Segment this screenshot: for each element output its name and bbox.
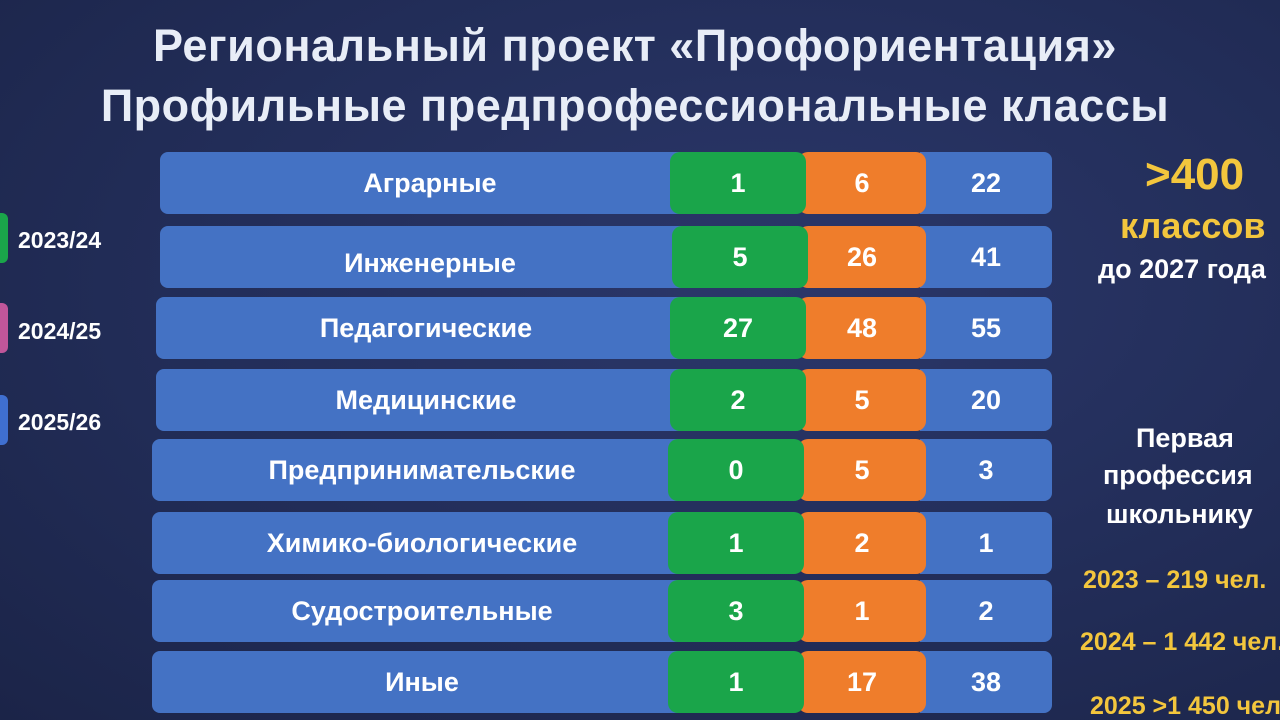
row-value-2023: 27: [670, 297, 806, 359]
table-row-medical: Медицинские 20 5 2: [156, 369, 1052, 431]
row-value-2024: 26: [798, 226, 926, 288]
row-value-2024: 1: [798, 580, 926, 642]
row-name: Медицинские: [156, 369, 696, 431]
row-value-2024: 2: [798, 512, 926, 574]
stat-2023: 2023 – 219 чел.: [1083, 566, 1267, 594]
table-row-shipbuilding: Судостроительные 2 1 3: [152, 580, 1052, 642]
year-2024-marker: [0, 303, 8, 353]
first-profession-line2: профессия: [1103, 460, 1253, 490]
first-profession-line1: Первая: [1136, 423, 1234, 453]
row-value-2025: 20: [920, 369, 1052, 431]
slide-subtitle: Профильные предпрофессиональные классы: [100, 80, 1170, 131]
row-value-2023: 3: [668, 580, 804, 642]
target-classes: классов: [1120, 205, 1266, 246]
row-name: Аграрные: [160, 152, 700, 214]
row-value-2025: 41: [920, 226, 1052, 288]
row-name: Иные: [152, 651, 692, 713]
row-value-2024: 48: [798, 297, 926, 359]
row-value-2023: 0: [668, 439, 804, 501]
year-2023-label: 2023/24: [18, 227, 102, 253]
year-2025-marker: [0, 395, 8, 445]
first-profession-line3: школьнику: [1106, 499, 1253, 529]
year-2024-label: 2024/25: [18, 318, 102, 344]
row-value-2025: 55: [920, 297, 1052, 359]
row-value-2023: 5: [672, 226, 808, 288]
target-deadline: до 2027 года: [1098, 254, 1266, 284]
table-row-chem-bio: Химико-биологические 1 2 1: [152, 512, 1052, 574]
table-row-engineering: Инженерные 41 26 5: [160, 226, 1052, 288]
slide-title: Региональный проект «Профориентация»: [153, 20, 1117, 71]
row-value-2023: 1: [668, 651, 804, 713]
row-name: Педагогические: [156, 297, 696, 359]
table-row-entrepreneurial: Предпринимательские 3 5 0: [152, 439, 1052, 501]
stat-2024: 2024 – 1 442 чел.: [1080, 628, 1280, 656]
row-value-2025: 3: [920, 439, 1052, 501]
row-name: Судостроительные: [152, 580, 692, 642]
row-value-2023: 1: [668, 512, 804, 574]
row-value-2025: 2: [920, 580, 1052, 642]
row-value-2025: 22: [920, 152, 1052, 214]
row-value-2024: 5: [798, 439, 926, 501]
year-2023-marker: [0, 213, 8, 263]
row-name: Химико-биологические: [152, 512, 692, 574]
table-row-agrarian: Аграрные 22 6 1: [160, 152, 1052, 214]
row-name: Предпринимательские: [152, 439, 692, 501]
row-name: Инженерные: [160, 226, 700, 288]
row-value-2024: 6: [798, 152, 926, 214]
table-row-other: Иные 38 17 1: [152, 651, 1052, 713]
target-number: >400: [1145, 150, 1245, 199]
row-value-2023: 2: [670, 369, 806, 431]
row-value-2024: 5: [798, 369, 926, 431]
row-value-2025: 38: [920, 651, 1052, 713]
stat-2025: 2025 >1 450 чел.: [1090, 692, 1280, 720]
year-2025-label: 2025/26: [18, 409, 102, 435]
row-value-2024: 17: [798, 651, 926, 713]
table-row-pedagogical: Педагогические 55 48 27: [156, 297, 1052, 359]
row-value-2025: 1: [920, 512, 1052, 574]
row-value-2023: 1: [670, 152, 806, 214]
